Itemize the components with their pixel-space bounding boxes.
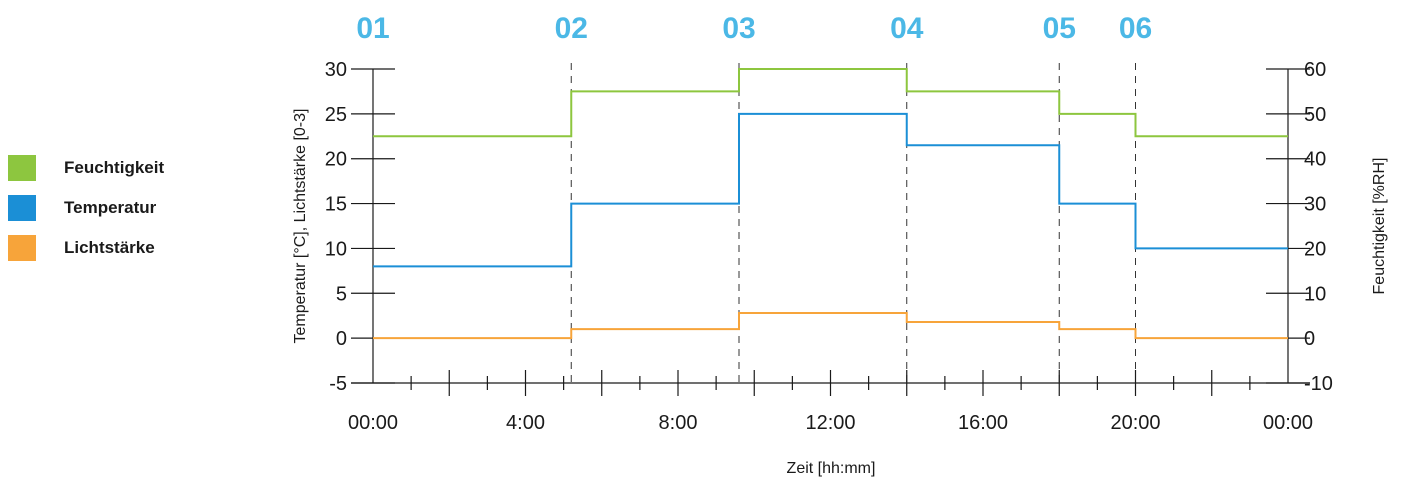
y-tick-label-right: 40 <box>1304 149 1326 171</box>
y-tick-label-right: 0 <box>1304 328 1315 350</box>
x-tick-label: 16:00 <box>958 412 1008 434</box>
x-tick-label: 8:00 <box>659 412 698 434</box>
y-tick-label-left: 0 <box>336 328 347 350</box>
series-line-lichtstärke <box>373 312 1288 340</box>
y-tick-label-left: 25 <box>325 104 347 126</box>
phase-label-03: 03 <box>722 12 755 45</box>
y-tick-label-right: 50 <box>1304 104 1326 126</box>
legend-swatch-lichtstaerke <box>8 235 36 261</box>
y-tick-label-left: 15 <box>325 194 347 216</box>
legend: Feuchtigkeit Temperatur Lichtstärke <box>8 148 164 268</box>
legend-item-feuchtigkeit: Feuchtigkeit <box>8 148 164 188</box>
x-tick-label: 12:00 <box>805 412 855 434</box>
y-tick-label-right: 60 <box>1304 59 1326 81</box>
phase-label-05: 05 <box>1043 12 1076 45</box>
phase-label-02: 02 <box>555 12 588 45</box>
y-tick-label-right: -10 <box>1304 373 1333 395</box>
legend-label-temperatur: Temperatur <box>64 198 157 217</box>
y-tick-label-right: 30 <box>1304 194 1326 216</box>
x-tick-label: 20:00 <box>1110 412 1160 434</box>
y-tick-label-right: 10 <box>1304 283 1326 305</box>
phase-label-01: 01 <box>356 12 389 45</box>
y-tick-label-left: 30 <box>325 59 347 81</box>
x-tick-label: 00:00 <box>1263 412 1313 434</box>
x-axis-title: Zeit [hh:mm] <box>787 460 876 477</box>
legend-item-temperatur: Temperatur <box>8 188 164 228</box>
legend-label-feuchtigkeit: Feuchtigkeit <box>64 158 165 177</box>
x-tick-label: 4:00 <box>506 412 545 434</box>
legend-item-lichtstaerke: Lichtstärke <box>8 228 164 268</box>
x-tick-label: 00:00 <box>348 412 398 434</box>
y-axis-title-left: Temperatur [°C], Lichtstärke [0-3] <box>292 109 309 344</box>
series-line-feuchtigkeit <box>373 68 1288 138</box>
legend-swatch-temperatur <box>8 195 36 221</box>
phase-label-04: 04 <box>890 12 924 45</box>
y-tick-label-right: 20 <box>1304 238 1326 260</box>
phase-label-06: 06 <box>1119 12 1152 45</box>
series-line-temperatur <box>373 112 1288 268</box>
y-tick-label-left: 5 <box>336 283 347 305</box>
legend-label-lichtstaerke: Lichtstärke <box>64 238 155 257</box>
y-axis-title-right: Feuchtigkeit [%RH] <box>1371 158 1388 295</box>
legend-swatch-feuchtigkeit <box>8 155 36 181</box>
y-tick-label-left: 10 <box>325 238 347 260</box>
y-tick-label-left: -5 <box>329 373 347 395</box>
y-tick-label-left: 20 <box>325 149 347 171</box>
